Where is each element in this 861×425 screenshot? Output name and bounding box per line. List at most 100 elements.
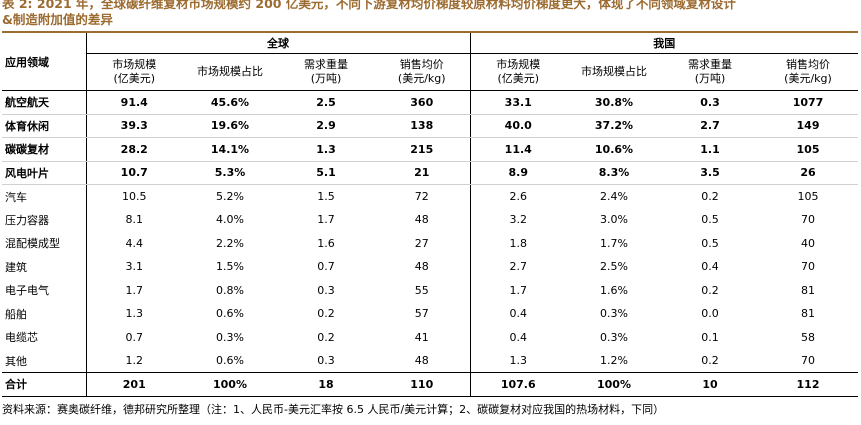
row-label: 汽车 <box>2 184 87 208</box>
row-label: 船舶 <box>2 302 87 326</box>
table-cell: 2.4% <box>600 190 628 203</box>
table-cell: 8.9 <box>470 161 566 185</box>
table-cell: 1.3 <box>278 137 374 162</box>
table-row: 风电叶片 10.7 5.3% 5.1 21 8.9 8.3% 3.5 26 <box>2 161 858 185</box>
table-cell: 0.7 <box>317 260 335 274</box>
table-cell: 149 <box>758 114 858 138</box>
table-cell: 360 <box>374 90 471 115</box>
column-header-line1: 市场规模 <box>112 58 157 71</box>
table-cell: 0.1 <box>701 330 719 344</box>
table-cell: 45.6% <box>182 90 278 115</box>
table-cell: 4.4 <box>125 236 144 250</box>
row-label: 体育休闲 <box>2 114 87 138</box>
table-cell: 2.6 <box>509 190 528 203</box>
table-cell: 1.6 <box>317 236 335 250</box>
table-row: 体育休闲 39.3 19.6% 2.9 138 40.0 37.2% 2.7 149 <box>2 114 858 138</box>
caption-rule <box>2 31 858 33</box>
table-cell: 4.0% <box>216 213 244 227</box>
table-cell: 8.3% <box>566 161 662 185</box>
column-header: 销售均价 (美元/kg) <box>374 53 471 91</box>
source-note: 资料来源：赛奥碳纤维，德邦研究所整理（注：1、人民币-美元汇率按 6.5 人民币… <box>2 403 665 416</box>
table-cell: 1.7 <box>317 213 335 227</box>
table-cell: 1.3 <box>125 307 144 321</box>
table-row: 其他 1.2 0.6% 0.3 48 1.3 1.2% 0.2 70 <box>2 349 858 373</box>
column-header-line1: 销售均价 <box>399 58 444 71</box>
table-cell: 0.3% <box>600 330 628 344</box>
total-cell: 10 <box>662 372 758 397</box>
column-header-line1: 市场规模占比 <box>197 65 263 78</box>
table-cell: 2.7 <box>509 260 528 274</box>
column-header: 市场规模占比 <box>566 54 662 91</box>
column-header-line1: 需求重量 <box>688 58 732 71</box>
table-cell: 0.4 <box>509 330 528 344</box>
table-cell: 28.2 <box>86 137 182 162</box>
table-cell: 0.0 <box>701 307 719 321</box>
table-cell: 0.2 <box>317 330 335 344</box>
table-cell: 0.2 <box>701 354 719 367</box>
table-row: 船舶 1.3 0.6% 0.2 57 0.4 0.3% 0.0 81 <box>2 302 858 326</box>
table-cell: 19.6% <box>182 114 278 138</box>
table-cell: 0.2 <box>701 190 719 203</box>
table-cell: 1.5% <box>216 260 244 274</box>
table-cell: 0.6% <box>216 354 244 367</box>
total-cell: 110 <box>374 372 471 397</box>
table-cell: 5.3% <box>182 161 278 185</box>
column-header-line2: (万吨) <box>694 72 726 85</box>
column-header: 市场规模 (亿美元) <box>470 54 566 91</box>
table-cell: 11.4 <box>470 137 566 162</box>
table-cell: 10.7 <box>86 161 182 185</box>
data-table: 应用领域 全球 我国 市场规模 (亿美元) 市场规模占比 需求重量 (万吨) 销售均价 (美… <box>2 33 858 397</box>
column-header-line2: (美元/kg) <box>397 72 446 85</box>
table-cell: 40 <box>801 236 815 250</box>
total-cell: 112 <box>758 372 858 397</box>
table-cell: 10.5 <box>122 190 147 203</box>
table-cell: 3.0% <box>600 213 628 227</box>
total-cell: 107.6 <box>470 372 566 397</box>
column-header-line1: 需求重量 <box>304 58 348 71</box>
table-row: 混配模成型 4.4 2.2% 1.6 27 1.8 1.7% 0.5 40 <box>2 231 858 255</box>
table-cell: 138 <box>374 114 471 138</box>
table-cell: 27 <box>374 231 471 255</box>
table-cell: 48 <box>374 255 471 279</box>
table-cell: 1.7 <box>509 283 528 297</box>
column-header: 需求重量 (万吨) <box>278 54 374 91</box>
row-label: 电子电气 <box>2 278 87 302</box>
table-cell: 70 <box>801 213 815 227</box>
table-cell: 1.8 <box>509 236 528 250</box>
table-caption: 表 2: 2021 年，全球碳纤维复材市场规模约 200 亿美元，不同下游复材均… <box>2 0 859 28</box>
table-cell: 3.1 <box>125 260 144 274</box>
table-cell: 2.2% <box>216 236 244 250</box>
column-header-line1: 销售均价 <box>786 58 830 71</box>
caption-line-2: &制造附加值的差异 <box>2 12 113 27</box>
table-cell: 1.7 <box>125 283 144 297</box>
table-cell: 2.5 <box>278 90 374 115</box>
row-label: 其他 <box>2 349 87 373</box>
total-cell: 201 <box>86 372 182 397</box>
table-cell: 55 <box>374 278 471 302</box>
table-cell: 91.4 <box>86 90 182 115</box>
table-row: 建筑 3.1 1.5% 0.7 48 2.7 2.5% 0.4 70 <box>2 255 858 279</box>
table-cell: 3.2 <box>509 213 528 227</box>
table-cell: 37.2% <box>566 114 662 138</box>
table-cell: 26 <box>758 161 858 185</box>
table-row: 压力容器 8.1 4.0% 1.7 48 3.2 3.0% 0.5 70 <box>2 208 858 232</box>
table-cell: 0.7 <box>125 330 144 344</box>
table-cell: 0.3% <box>216 330 244 344</box>
table-cell: 48 <box>374 208 471 232</box>
table-cell: 0.4 <box>509 307 528 321</box>
table-cell: 0.2 <box>317 307 335 321</box>
table-cell: 0.6% <box>216 307 244 321</box>
table-cell: 8.1 <box>125 213 144 227</box>
table-cell: 105 <box>797 190 819 203</box>
table-cell: 2.9 <box>278 114 374 138</box>
column-header-line2: (亿美元) <box>497 72 540 85</box>
row-label: 合计 <box>2 372 87 397</box>
column-header-line2: (美元/kg) <box>784 72 832 85</box>
column-header-line1: 市场规模 <box>496 58 541 71</box>
group-header-global: 全球 <box>86 33 471 54</box>
table-cell: 2.5% <box>600 260 628 274</box>
column-header: 需求重量 (万吨) <box>662 54 758 91</box>
row-header: 应用领域 <box>2 33 87 91</box>
caption-line-1: 表 2: 2021 年，全球碳纤维复材市场规模约 200 亿美元，不同下游复材均… <box>2 0 736 11</box>
table-cell: 0.5 <box>701 213 719 227</box>
